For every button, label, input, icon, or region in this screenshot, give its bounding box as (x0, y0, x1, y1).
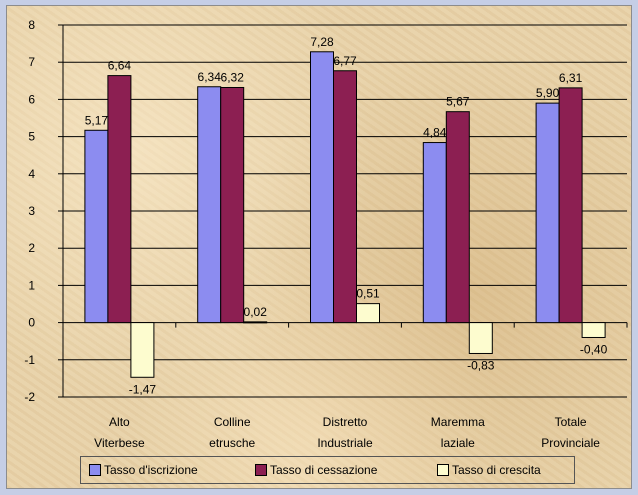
data-label: -1,47 (129, 382, 157, 396)
bar (422, 142, 447, 324)
category-label: Viterbese (94, 436, 145, 450)
data-label: 5,67 (446, 95, 470, 109)
y-tick-label: 8 (28, 18, 35, 32)
bar (107, 75, 132, 324)
bar (581, 322, 606, 338)
bar (310, 51, 334, 324)
bar (333, 70, 357, 324)
legend-item-iscrizione: Tasso d'iscrizione (89, 463, 241, 477)
bar (84, 129, 109, 324)
data-label: 6,31 (559, 71, 583, 85)
y-tick-label: 6 (28, 92, 35, 106)
data-label: -0,40 (580, 342, 608, 356)
data-label: 6,77 (333, 54, 357, 68)
category-label: Colline (214, 415, 251, 429)
bar (220, 86, 245, 324)
data-label: 5,90 (536, 86, 560, 100)
bar (243, 321, 268, 324)
legend-item-cessazione: Tasso di cessazione (255, 463, 423, 477)
data-label: 0,02 (244, 305, 268, 319)
bar (445, 111, 470, 324)
data-label: 6,32 (221, 70, 245, 84)
legend-swatch-crescita (437, 464, 449, 476)
category-label: Maremma (431, 415, 485, 429)
bar (130, 322, 155, 378)
legend-label-cessazione: Tasso di cessazione (270, 463, 378, 477)
category-label: Provinciale (541, 436, 600, 450)
bar (558, 87, 583, 324)
data-label: 4,84 (423, 126, 447, 140)
category-label: Distretto (323, 415, 368, 429)
legend-label-crescita: Tasso di crescita (452, 463, 541, 477)
legend-item-crescita: Tasso di crescita (437, 463, 541, 477)
category-label: Totale (555, 415, 587, 429)
y-tick-label: 3 (28, 204, 35, 218)
y-tick-label: 4 (28, 167, 35, 181)
bar (356, 303, 380, 324)
data-label: 7,28 (310, 35, 334, 49)
bar (468, 322, 493, 354)
y-tick-label: -2 (24, 390, 35, 404)
data-label: 6,34 (198, 70, 222, 84)
y-tick-label: 2 (28, 241, 35, 255)
legend-swatch-cessazione (255, 464, 267, 476)
category-label: etrusche (209, 436, 255, 450)
legend-swatch-iscrizione (89, 464, 101, 476)
data-label: 5,17 (85, 113, 109, 127)
legend-label-iscrizione: Tasso d'iscrizione (104, 463, 198, 477)
bar (535, 102, 560, 324)
category-label: Alto (109, 415, 130, 429)
category-label: laziale (441, 436, 475, 450)
y-tick-label: 1 (28, 278, 35, 292)
data-label: -0,83 (467, 358, 495, 372)
category-label: Industriale (317, 436, 373, 450)
y-tick-label: 5 (28, 130, 35, 144)
y-tick-label: 0 (28, 316, 35, 330)
bar (197, 86, 222, 324)
y-tick-label: 7 (28, 55, 35, 69)
data-label: 6,64 (108, 59, 132, 73)
legend: Tasso d'iscrizione Tasso di cessazione T… (80, 456, 575, 484)
y-tick-label: -1 (24, 353, 35, 367)
data-label: 0,51 (356, 287, 380, 301)
